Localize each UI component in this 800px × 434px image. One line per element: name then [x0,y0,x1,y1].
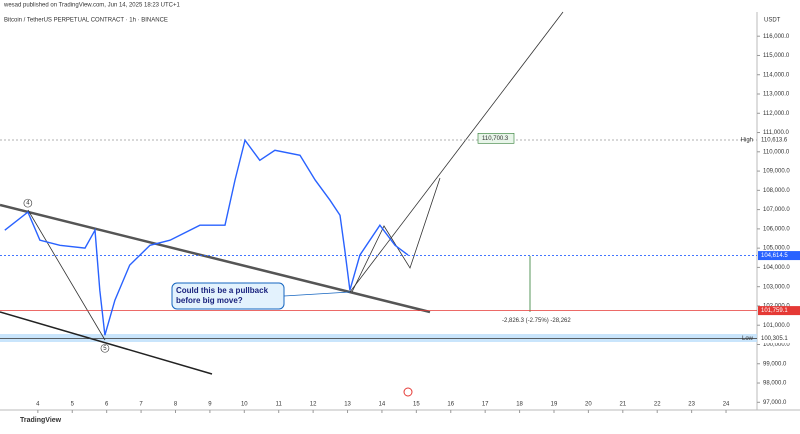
x-tick-label: 8 [174,402,178,408]
y-tick-label: 106,000.0 [763,226,790,232]
y-tick-label: 108,000.0 [763,188,790,194]
symbol: Bitcoin / TetherUS PERPETUAL CONTRACT · … [4,18,168,24]
low-label: Low [742,336,754,342]
stop-value: 101,759.1 [761,308,788,314]
y-tick-label: 116,000.0 [763,34,790,40]
x-tick-label: 18 [516,402,523,408]
price-line [4,138,409,336]
x-tick-label: 22 [654,402,661,408]
x-tick-label: 19 [551,402,558,408]
x-tick-label: 4 [36,402,40,408]
x-tick-label: 24 [723,402,730,408]
current-tag [758,251,800,261]
x-tick-label: 14 [379,402,386,408]
x-tick-label: 13 [344,402,351,408]
low-zone [0,334,757,342]
y-tick-label: 111,000.0 [763,130,789,136]
projection-line [349,11,564,293]
y-tick-label: 100,000.0 [763,342,790,348]
wave-marker [23,198,33,208]
trend-line [0,311,213,375]
y-tick-label: 115,000.0 [763,53,790,59]
y-tick-label: 99,000.0 [763,361,787,367]
y-tick-label: 114,000.0 [763,72,790,78]
wave-label: 4 [26,201,30,207]
y-tick-label: 110,000.0 [763,149,790,155]
x-tick-label: 12 [310,402,317,408]
low-value: 100,305.1 [761,336,788,342]
x-tick-label: 20 [585,402,592,408]
x-tick-label: 15 [413,402,420,408]
y-tick-label: 101,000.0 [763,323,790,329]
target-box [477,133,515,144]
publisher: wesad published on TradingView.com, Jun … [3,3,181,9]
x-tick-label: 21 [619,402,626,408]
y-tick-label: 109,000.0 [763,169,790,175]
x-tick-label: 5 [71,402,75,408]
high-label: High [741,138,753,144]
x-tick-label: 16 [447,402,454,408]
y-tick-label: 105,000.0 [763,246,790,252]
y-tick-label: 98,000.0 [763,381,787,387]
y-tick-label: 103,000.0 [763,284,790,290]
stop-tag [758,306,800,316]
current-value: 104,614.5 [761,253,788,259]
wave-label: 5 [103,346,107,352]
wave-line [27,209,106,341]
y-tick-label: 107,000.0 [763,207,790,213]
y-tick-label: 97,000.0 [763,400,787,406]
event-marker [403,387,413,397]
trend-line [0,203,431,314]
x-tick-label: 7 [139,402,143,408]
x-tick-label: 9 [208,402,212,408]
x-tick-label: 6 [105,402,109,408]
target-label: 110,700.3 [482,136,509,142]
y-tick-label: 112,000.0 [763,111,790,117]
brand: TradingView [20,417,62,424]
x-tick-label: 17 [482,402,489,408]
measure-label: -2,826.3 (-2.75%) -28,262 [502,318,571,324]
x-tick-label: 23 [688,402,695,408]
high-tag [758,135,800,145]
wave-marker [100,343,110,353]
x-tick-label: 11 [276,402,283,408]
y-tick-label: 113,000.0 [763,92,790,98]
low-tag [758,334,800,344]
y-tick-label: 104,000.0 [763,265,790,271]
axis-unit: USDT [764,18,781,24]
annotation-container: Could this be a pullback before big move… [176,286,269,305]
high-value: 110,613.6 [761,138,788,144]
annotation-pointer [283,291,351,297]
annotation: Could this be a pullback before big move… [176,286,269,305]
x-tick-label: 10 [241,402,248,408]
